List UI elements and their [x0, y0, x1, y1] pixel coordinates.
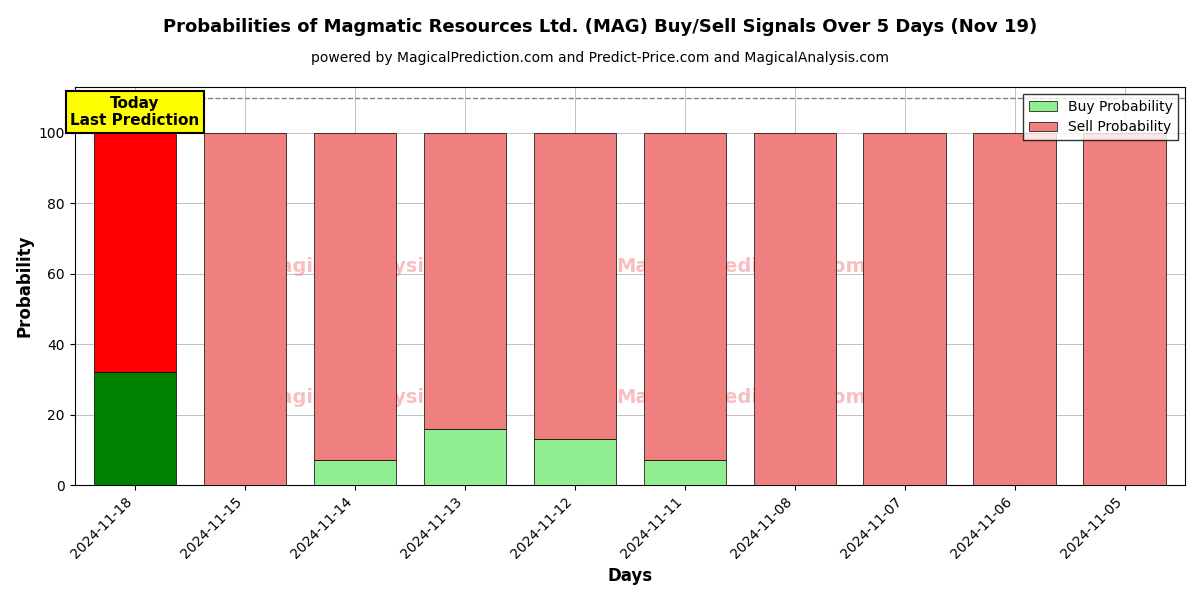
Bar: [1084, 133, 1165, 485]
Bar: [754, 133, 836, 485]
Text: MagicalPrediction.com: MagicalPrediction.com: [616, 388, 865, 407]
Bar: [534, 133, 616, 439]
Bar: [313, 460, 396, 485]
Y-axis label: Probability: Probability: [16, 235, 34, 337]
Bar: [643, 460, 726, 485]
Bar: [204, 133, 287, 485]
X-axis label: Days: Days: [607, 567, 653, 585]
Bar: [864, 133, 946, 485]
Legend: Buy Probability, Sell Probability: Buy Probability, Sell Probability: [1024, 94, 1178, 140]
Text: MagicalAnalysis.com: MagicalAnalysis.com: [260, 257, 488, 275]
Text: Probabilities of Magmatic Resources Ltd. (MAG) Buy/Sell Signals Over 5 Days (Nov: Probabilities of Magmatic Resources Ltd.…: [163, 18, 1037, 36]
Text: powered by MagicalPrediction.com and Predict-Price.com and MagicalAnalysis.com: powered by MagicalPrediction.com and Pre…: [311, 51, 889, 65]
Bar: [94, 373, 176, 485]
Bar: [424, 429, 506, 485]
Bar: [643, 133, 726, 460]
Text: MagicalAnalysis.com: MagicalAnalysis.com: [260, 388, 488, 407]
Text: Today
Last Prediction: Today Last Prediction: [71, 96, 199, 128]
Bar: [313, 133, 396, 460]
Bar: [94, 133, 176, 373]
Bar: [973, 133, 1056, 485]
Text: MagicalPrediction.com: MagicalPrediction.com: [616, 257, 865, 275]
Bar: [424, 133, 506, 429]
Bar: [534, 439, 616, 485]
